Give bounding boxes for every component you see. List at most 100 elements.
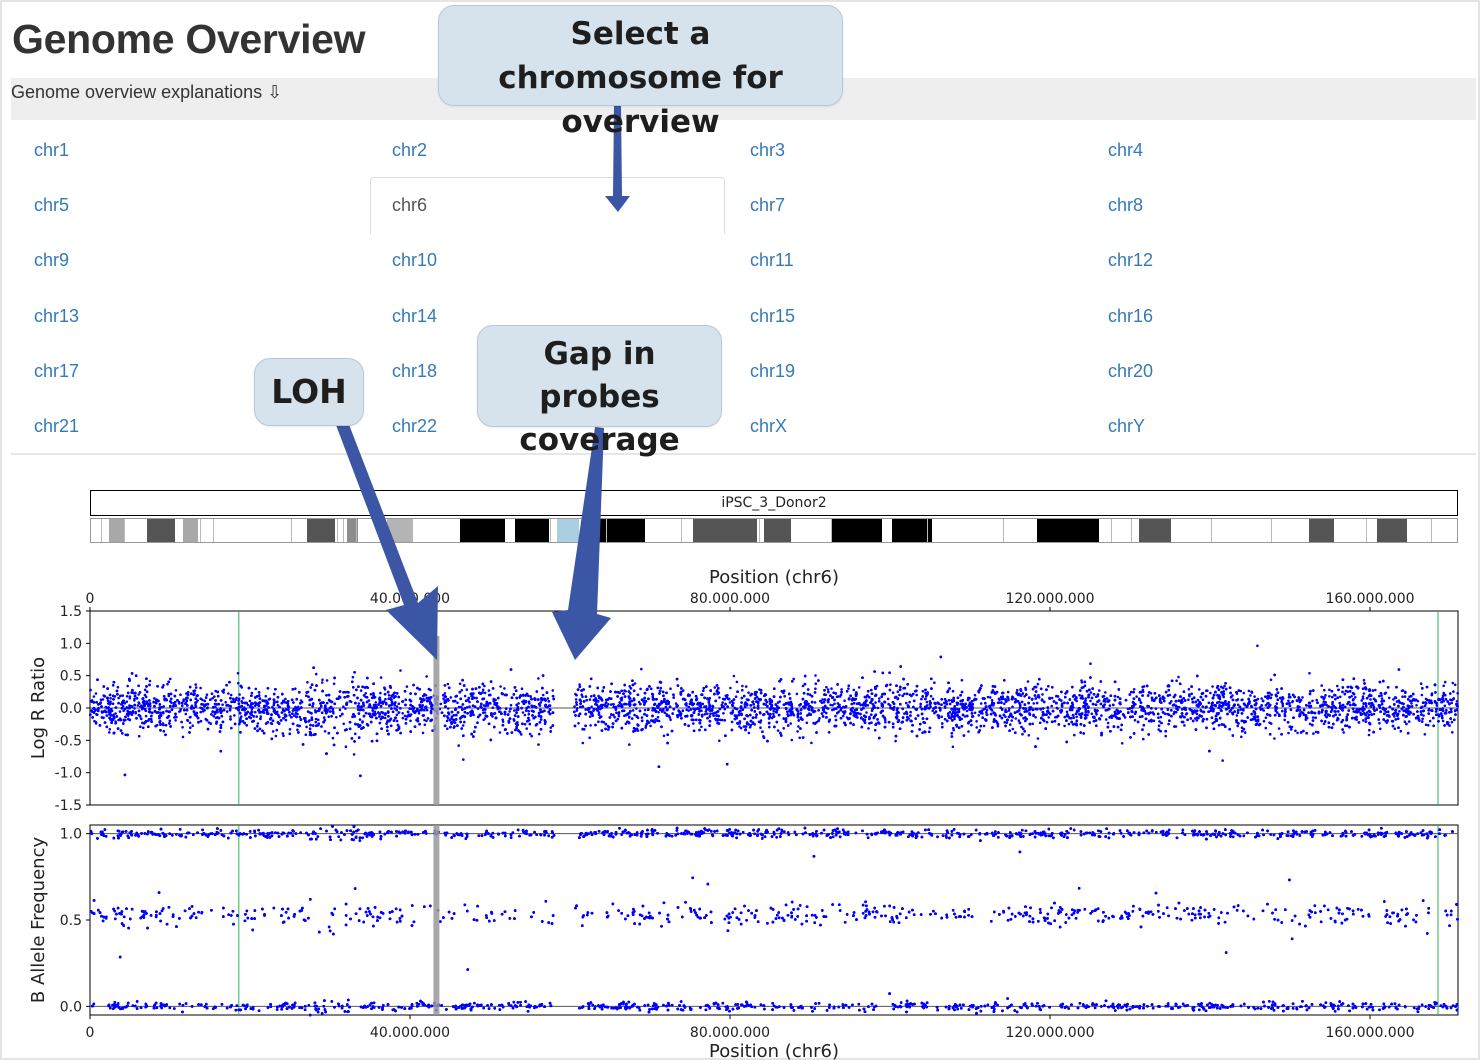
- data-point: [985, 711, 988, 714]
- data-point: [121, 704, 125, 708]
- data-point: [1079, 696, 1083, 700]
- data-point: [573, 705, 576, 708]
- data-point: [403, 714, 407, 718]
- data-point: [523, 722, 527, 726]
- data-point: [1262, 719, 1266, 723]
- data-point: [94, 722, 98, 725]
- data-point: [1104, 691, 1107, 694]
- data-point: [342, 722, 346, 726]
- data-point: [1113, 710, 1117, 714]
- data-point: [1256, 644, 1259, 648]
- data-point: [826, 688, 830, 691]
- data-point: [1009, 723, 1012, 726]
- data-point: [1314, 730, 1318, 734]
- data-point: [1158, 720, 1161, 723]
- data-point: [323, 730, 327, 733]
- data-point: [499, 685, 502, 688]
- data-point: [1120, 742, 1124, 745]
- data-point: [255, 715, 258, 718]
- data-point: [953, 717, 956, 721]
- data-point: [1060, 702, 1064, 705]
- data-point: [823, 710, 826, 713]
- ideogram-band: [307, 519, 335, 542]
- data-point: [230, 726, 233, 730]
- data-point: [348, 720, 352, 724]
- data-point: [446, 707, 450, 710]
- data-point: [1007, 698, 1010, 702]
- data-point: [141, 697, 145, 700]
- data-point: [884, 720, 887, 724]
- data-point: [1262, 709, 1265, 712]
- data-point: [806, 692, 810, 696]
- data-point: [179, 693, 182, 696]
- data-point: [759, 719, 763, 722]
- data-point: [1385, 710, 1388, 714]
- data-point: [903, 712, 906, 715]
- data-point: [1218, 697, 1222, 701]
- data-point: [374, 701, 378, 704]
- ideogram-band-border: [1366, 519, 1367, 542]
- data-point: [1060, 699, 1063, 702]
- explanations-toggle[interactable]: Genome overview explanations ⇩: [11, 82, 283, 102]
- data-point: [1442, 684, 1445, 688]
- data-point: [1273, 737, 1276, 740]
- data-point: [747, 691, 750, 694]
- data-point: [1367, 733, 1371, 737]
- data-point: [1197, 688, 1201, 691]
- data-point: [959, 702, 962, 706]
- data-point: [799, 708, 803, 712]
- data-point: [597, 711, 601, 714]
- data-point: [1334, 697, 1337, 701]
- data-point: [357, 702, 361, 705]
- data-point: [1207, 701, 1211, 705]
- data-point: [1090, 712, 1094, 716]
- data-point: [125, 695, 129, 698]
- data-point: [1240, 726, 1244, 729]
- data-point: [144, 695, 148, 699]
- data-point: [1362, 692, 1366, 695]
- divider: [11, 453, 1476, 455]
- data-point: [1223, 684, 1226, 688]
- data-point: [818, 717, 821, 720]
- data-point: [1175, 679, 1178, 682]
- data-point: [1187, 698, 1190, 701]
- data-point: [1290, 725, 1294, 729]
- data-point: [857, 686, 861, 689]
- data-point: [238, 697, 241, 701]
- ideogram-band: [515, 519, 549, 542]
- data-point: [898, 693, 901, 697]
- data-point: [1403, 695, 1407, 698]
- data-point: [933, 681, 936, 684]
- data-point: [310, 718, 314, 721]
- data-point: [162, 705, 165, 708]
- data-point: [782, 691, 785, 695]
- data-point: [1026, 680, 1030, 683]
- data-point: [1450, 720, 1454, 724]
- data-point: [795, 692, 799, 696]
- data-point: [276, 704, 280, 707]
- data-point: [1187, 688, 1191, 691]
- data-point: [782, 727, 785, 730]
- data-point: [427, 687, 431, 691]
- data-point: [700, 709, 703, 712]
- data-point: [613, 715, 616, 719]
- data-point: [985, 708, 989, 712]
- data-point: [1311, 716, 1315, 719]
- ideogram-band-border: [343, 519, 344, 542]
- data-point: [1018, 706, 1022, 710]
- data-point: [1403, 720, 1407, 723]
- data-point: [825, 685, 828, 689]
- data-point: [268, 697, 272, 701]
- data-point: [1296, 731, 1299, 735]
- data-point: [238, 722, 241, 726]
- chromosome-ideogram: [90, 518, 1458, 543]
- data-point: [296, 728, 299, 732]
- data-point: [737, 713, 741, 717]
- data-point: [921, 689, 925, 693]
- ideogram-band-border: [1271, 519, 1272, 542]
- data-point: [305, 725, 308, 729]
- data-point: [222, 688, 226, 692]
- data-point: [503, 687, 506, 690]
- data-point: [721, 701, 724, 704]
- data-point: [421, 731, 425, 735]
